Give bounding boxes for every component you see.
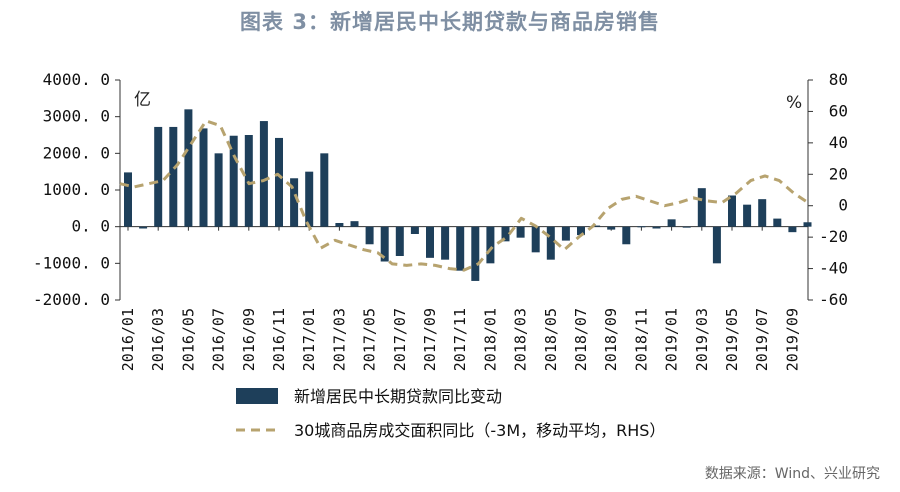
x-tick-label: 2017/07 <box>391 308 409 371</box>
x-tick-label: 2019/09 <box>783 308 801 371</box>
bar <box>154 126 163 227</box>
right-tick-label: 60 <box>829 101 848 120</box>
left-unit-label: 亿 <box>134 90 151 110</box>
bar <box>697 188 706 227</box>
bar <box>516 226 525 238</box>
bar <box>365 226 374 245</box>
bar <box>486 226 495 264</box>
legend: 新增居民中长期贷款同比变动 30城商品房成交面积同比（-3M，移动平均，RHS） <box>236 387 665 440</box>
series-line <box>119 119 809 272</box>
right-tick-label: -20 <box>819 227 848 246</box>
bar <box>788 226 797 233</box>
bar <box>667 219 676 227</box>
bar <box>743 204 752 227</box>
bar <box>637 226 646 228</box>
x-tick-label: 2017/11 <box>451 308 469 371</box>
bar <box>441 226 450 260</box>
axes: 4000. 0 3000. 0 2000. 0 1000. 0 0. 0 -1000. 0… <box>33 70 848 371</box>
left-tick-label: 4000. 0 <box>43 70 110 89</box>
bar <box>712 226 721 264</box>
bar <box>259 121 268 227</box>
x-tick-label: 2017/01 <box>300 308 318 371</box>
bar <box>501 226 510 242</box>
bar <box>275 137 283 227</box>
bar <box>471 226 480 281</box>
bar <box>184 109 193 227</box>
bar <box>546 226 555 260</box>
bar <box>320 153 329 227</box>
right-tick-label: 80 <box>829 70 848 89</box>
bar <box>773 218 782 227</box>
legend-bar-swatch <box>236 388 278 404</box>
bar <box>652 226 661 229</box>
left-tick-label: -2000. 0 <box>33 290 110 309</box>
source-note: 数据来源：Wind、兴业研究 <box>705 466 880 482</box>
x-tick-label: 2016/07 <box>210 308 228 371</box>
left-tick-label: 0. 0 <box>71 217 110 236</box>
line-series <box>119 119 809 272</box>
x-tick-label: 2016/05 <box>179 308 197 371</box>
bar <box>456 226 465 271</box>
bar <box>305 171 314 227</box>
x-tick-label: 2018/05 <box>542 308 560 371</box>
x-tick-label: 2019/05 <box>723 308 741 371</box>
legend-line-label: 30城商品房成交面积同比（-3M，移动平均，RHS） <box>294 421 665 440</box>
x-tick-label: 2019/01 <box>663 308 681 371</box>
left-tick-label: -1000. 0 <box>33 253 110 272</box>
bar <box>124 172 132 227</box>
bar <box>214 153 223 227</box>
bar <box>577 226 585 236</box>
x-tick-label: 2018/01 <box>481 308 499 371</box>
x-tick-label: 2019/07 <box>753 308 771 371</box>
right-unit-label: % <box>786 93 802 113</box>
bar <box>395 226 404 256</box>
x-tick-label: 2016/09 <box>240 308 258 371</box>
bar <box>728 195 736 227</box>
x-tick-label: 2017/05 <box>361 308 379 371</box>
x-tick-label: 2018/09 <box>602 308 620 371</box>
x-tick-label: 2017/09 <box>421 308 439 371</box>
bar <box>139 226 148 229</box>
bar <box>290 178 299 227</box>
bar <box>758 199 767 227</box>
legend-bar-label: 新增居民中长期贷款同比变动 <box>294 387 502 406</box>
right-tick-label: 0 <box>838 196 848 215</box>
bar <box>622 226 631 245</box>
bar <box>531 226 540 253</box>
bar <box>410 226 419 234</box>
bar <box>607 226 616 230</box>
x-tick-label: 2019/03 <box>693 308 711 371</box>
bar <box>803 222 812 227</box>
x-tick-label: 2018/03 <box>512 308 530 371</box>
bar <box>380 226 389 262</box>
chart-title: 图表 3：新增居民中长期贷款与商品房销售 <box>240 10 660 34</box>
bar <box>561 226 570 241</box>
right-tick-label: 40 <box>829 133 848 152</box>
left-tick-label: 1000. 0 <box>43 180 110 199</box>
bar <box>169 126 178 227</box>
bar <box>350 221 359 227</box>
right-tick-label: -40 <box>819 259 848 278</box>
bar <box>229 135 238 227</box>
bar <box>682 226 691 228</box>
bar <box>592 225 601 227</box>
x-tick-label: 2016/03 <box>149 308 167 371</box>
x-tick-label: 2016/01 <box>119 308 137 371</box>
right-tick-label: 20 <box>829 164 848 183</box>
bar <box>199 128 208 227</box>
x-tick-label: 2018/11 <box>632 308 650 371</box>
left-tick-label: 3000. 0 <box>43 107 110 126</box>
bar <box>335 223 344 227</box>
x-tick-label: 2018/07 <box>572 308 590 371</box>
x-tick-label: 2016/11 <box>270 308 288 371</box>
right-tick-label: -60 <box>819 290 848 309</box>
bar <box>426 226 434 258</box>
x-tick-label: 2017/03 <box>330 308 348 371</box>
left-tick-label: 2000. 0 <box>43 143 110 162</box>
bar-series <box>124 109 812 281</box>
